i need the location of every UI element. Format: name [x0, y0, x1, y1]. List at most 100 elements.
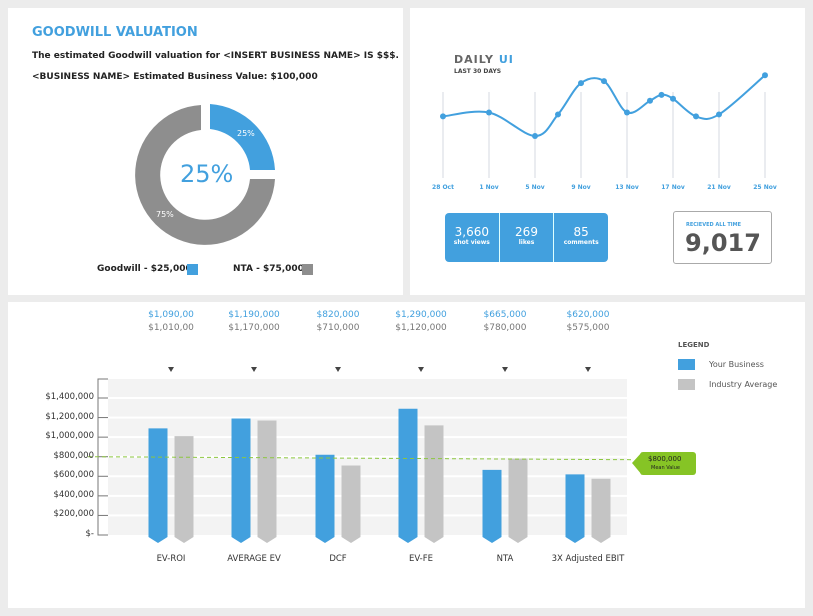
- bar-your-business: [482, 469, 502, 543]
- bar-your-business: [148, 428, 168, 543]
- bar-industry-average: [591, 478, 611, 543]
- goodwill-statement: The estimated Goodwill valuation for <IN…: [32, 51, 399, 61]
- x-axis-label: 21 Nov: [707, 184, 731, 191]
- x-axis-label: 5 Nov: [525, 184, 545, 191]
- stat-value: 85: [573, 225, 589, 239]
- value-label: $1,290,000: [395, 310, 447, 320]
- value-label: $620,000: [566, 310, 610, 320]
- value-label: $780,000: [483, 323, 527, 333]
- bar-your-business: [315, 454, 335, 543]
- value-label: $1,170,000: [228, 323, 280, 333]
- x-axis-label: NTA: [496, 554, 514, 564]
- value-label: $575,000: [566, 323, 610, 333]
- y-axis-label: $-: [85, 529, 94, 539]
- x-axis-label: 13 Nov: [615, 184, 639, 191]
- bar-your-business: [231, 418, 251, 543]
- bar-industry-average: [257, 420, 277, 543]
- bar-industry-average: [341, 465, 361, 543]
- received-box: RECIEVED ALL TIME 9,017: [673, 211, 772, 264]
- data-point: [670, 95, 676, 102]
- value-label: $710,000: [316, 323, 360, 333]
- business-value: <BUSINESS NAME> Estimated Business Value…: [32, 72, 318, 82]
- mean-value-tag: [640, 452, 696, 475]
- y-axis-label: $600,000: [53, 470, 94, 481]
- x-axis-label: EV-ROI: [156, 554, 186, 564]
- daily-subtitle: LAST 30 DAYS: [454, 68, 502, 75]
- value-label: $1,120,000: [395, 323, 447, 333]
- x-axis-label: DCF: [329, 554, 347, 564]
- legend-title: LEGEND: [678, 341, 710, 349]
- data-point: [658, 91, 665, 98]
- stat-shot-views: 3,660 shot views: [445, 213, 500, 262]
- bar-chart: [87, 367, 642, 543]
- value-label: $1,010,00: [148, 323, 194, 333]
- x-axis-label: 17 Nov: [661, 184, 685, 191]
- stat-label: likes: [518, 239, 535, 246]
- y-axis-label: $200,000: [53, 509, 94, 520]
- donut-chart: [135, 104, 275, 245]
- daily-panel: DAILY UI LAST 30 DAYS 28 Oct 1 Nov 5 Nov 9 …: [410, 8, 805, 295]
- data-point: [762, 72, 768, 79]
- value-label: $1,190,000: [228, 310, 280, 320]
- stat-value: 269: [515, 225, 538, 239]
- data-point: [601, 78, 607, 85]
- legend-industry-average: Industry Average: [709, 380, 778, 389]
- y-axis-label: $1,400,000: [45, 392, 94, 402]
- data-point: [716, 111, 722, 118]
- stat-label: shot views: [453, 239, 490, 246]
- mean-value-sub: Mean Value: [651, 465, 680, 471]
- bar-industry-average: [174, 436, 194, 543]
- y-axis-label: $1,200,000: [45, 411, 94, 422]
- caret-down-icon: [418, 367, 424, 372]
- legend-swatch-your-business: [678, 359, 695, 370]
- x-axis-label: 28 Oct: [432, 184, 454, 191]
- bar-your-business: [565, 474, 585, 543]
- data-point: [578, 80, 584, 87]
- mean-value-label: $800,000: [648, 455, 682, 463]
- goodwill-panel: GOODWILL VALUATION The estimated Goodwil…: [8, 8, 403, 295]
- value-label: $665,000: [483, 310, 527, 320]
- goodwill-title: GOODWILL VALUATION: [32, 25, 198, 40]
- slice-label-goodwill: 25%: [237, 129, 255, 138]
- x-axis-label: 9 Nov: [571, 184, 591, 191]
- data-point: [624, 109, 630, 116]
- x-axis-label: AVERAGE EV: [227, 554, 281, 564]
- value-label: $1,090,00: [148, 310, 194, 320]
- legend-nta: NTA - $75,000: [233, 264, 304, 274]
- donut-slice-nta: [135, 105, 275, 245]
- donut-center-label: 25%: [180, 160, 234, 188]
- valuation-panel: $- $200,000 $400,000 $600,000 $800,000 $1,000…: [8, 302, 805, 608]
- stats-box: 3,660 shot views 269 likes 85 comments: [445, 213, 608, 262]
- data-point: [693, 113, 699, 120]
- stat-label: comments: [563, 239, 599, 246]
- stat-comments: 85 comments: [554, 213, 608, 262]
- daily-title: DAILY UI: [454, 53, 514, 66]
- legend-goodwill-swatch: [187, 264, 198, 275]
- legend-goodwill: Goodwill - $25,000: [97, 264, 192, 274]
- received-value: 9,017: [685, 229, 761, 257]
- legend-your-business: Your Business: [709, 360, 764, 369]
- stat-value: 3,660: [454, 225, 490, 239]
- value-label: $820,000: [316, 310, 360, 320]
- legend-swatch-industry-average: [678, 379, 695, 390]
- stat-likes: 269 likes: [500, 213, 555, 262]
- x-axis-label: EV-FE: [408, 554, 433, 564]
- data-point: [555, 111, 561, 118]
- slice-label-nta: 75%: [156, 210, 174, 219]
- x-axis-label: 3X Adjusted EBIT: [551, 554, 625, 564]
- legend-nta-swatch: [302, 264, 313, 275]
- mean-tag-arrow: [632, 452, 642, 475]
- caret-down-icon: [335, 367, 341, 372]
- caret-down-icon: [502, 367, 508, 372]
- data-point: [486, 109, 492, 116]
- data-point: [647, 97, 653, 104]
- bar-your-business: [398, 408, 418, 543]
- bar-industry-average: [508, 458, 528, 543]
- daily-title-b: UI: [498, 53, 514, 66]
- received-label: RECIEVED ALL TIME: [686, 222, 742, 228]
- y-axis-label: $800,000: [53, 450, 94, 461]
- daily-title-a: DAILY: [454, 53, 494, 66]
- caret-down-icon: [585, 367, 591, 372]
- y-axis-label: $1,000,000: [45, 431, 94, 442]
- data-point: [532, 133, 538, 139]
